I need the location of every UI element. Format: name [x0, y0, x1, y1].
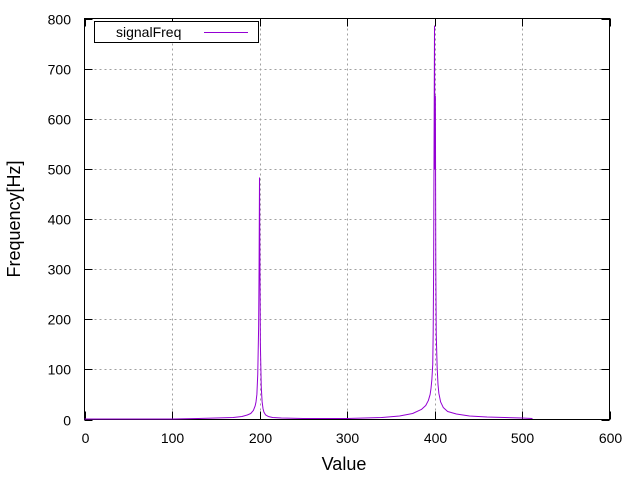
y-tick-label: 800	[48, 12, 72, 28]
x-tick-labels: 0 100 200 300 400 500 600	[82, 430, 623, 446]
x-tick-label: 300	[336, 430, 360, 446]
y-tick-label: 100	[48, 362, 72, 378]
axis-ticks	[84, 18, 611, 421]
y-tick-label: 200	[48, 312, 72, 328]
legend-label: signalFreq	[116, 24, 181, 40]
y-tick-label: 500	[48, 162, 72, 178]
grid-lines	[84, 18, 610, 420]
series-line-signalFreq	[84, 25, 533, 420]
x-tick-label: 100	[161, 430, 185, 446]
x-tick-label: 0	[82, 430, 90, 446]
y-tick-labels: 0 100 200 300 400 500 600 700 800	[48, 12, 72, 429]
y-axis-label: Frequency[Hz]	[4, 160, 24, 277]
y-tick-label: 400	[48, 212, 72, 228]
x-tick-label: 200	[249, 430, 273, 446]
series-layer	[84, 25, 533, 420]
x-tick-label: 500	[511, 430, 535, 446]
x-axis-label: Value	[322, 454, 367, 474]
x-tick-label: 600	[599, 430, 623, 446]
y-tick-label: 300	[48, 262, 72, 278]
y-tick-label: 700	[48, 62, 72, 78]
y-tick-label: 600	[48, 112, 72, 128]
legend-box	[94, 21, 259, 43]
y-tick-label: 0	[63, 413, 71, 429]
legend: signalFreq	[94, 21, 259, 43]
x-tick-label: 400	[424, 430, 448, 446]
